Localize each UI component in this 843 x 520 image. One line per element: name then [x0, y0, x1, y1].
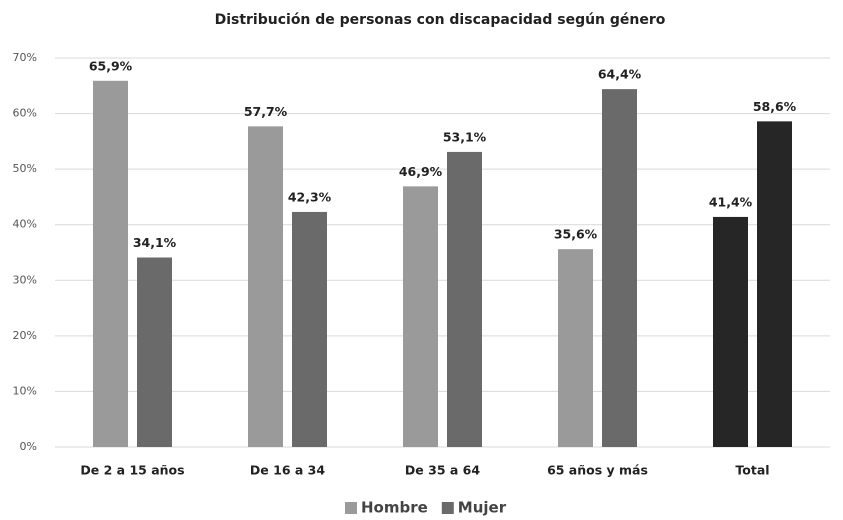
bar — [93, 80, 128, 447]
y-tick-label: 40% — [13, 218, 37, 231]
legend-swatch — [441, 502, 454, 514]
legend-swatch — [345, 502, 357, 514]
value-label: 53,1% — [443, 129, 487, 144]
y-tick-label: 60% — [13, 107, 37, 120]
x-tick-label: De 16 a 34 — [250, 463, 325, 478]
y-tick-label: 50% — [13, 162, 37, 175]
bar — [137, 257, 172, 447]
x-tick-label: 65 años y más — [547, 463, 648, 478]
x-tick-label: De 35 a 64 — [405, 463, 480, 478]
value-label: 65,9% — [89, 58, 133, 73]
bar — [292, 211, 327, 447]
x-tick-label: De 2 a 15 años — [80, 463, 184, 478]
value-label: 41,4% — [709, 194, 753, 209]
value-label: 57,7% — [244, 104, 288, 119]
value-label: 34,1% — [133, 235, 177, 250]
y-tick-label: 70% — [13, 51, 37, 64]
value-label: 58,6% — [753, 99, 797, 114]
y-tick-label: 0% — [20, 440, 37, 453]
y-tick-label: 20% — [13, 329, 37, 342]
legend-label: Mujer — [458, 499, 507, 517]
bar — [447, 151, 482, 447]
y-tick-label: 10% — [13, 384, 37, 397]
bar — [757, 121, 792, 447]
legend-label: Hombre — [361, 499, 428, 517]
bar — [403, 186, 438, 447]
y-tick-label: 30% — [13, 273, 37, 286]
value-label: 46,9% — [399, 164, 443, 179]
x-tick-label: Total — [735, 463, 769, 478]
value-label: 42,3% — [288, 189, 332, 204]
bar — [602, 89, 637, 448]
bar — [558, 249, 593, 447]
bar — [713, 216, 748, 447]
value-label: 35,6% — [554, 227, 598, 242]
value-label: 64,4% — [598, 67, 642, 82]
bar — [248, 126, 283, 448]
chart-title: Distribución de personas con discapacida… — [215, 12, 666, 28]
